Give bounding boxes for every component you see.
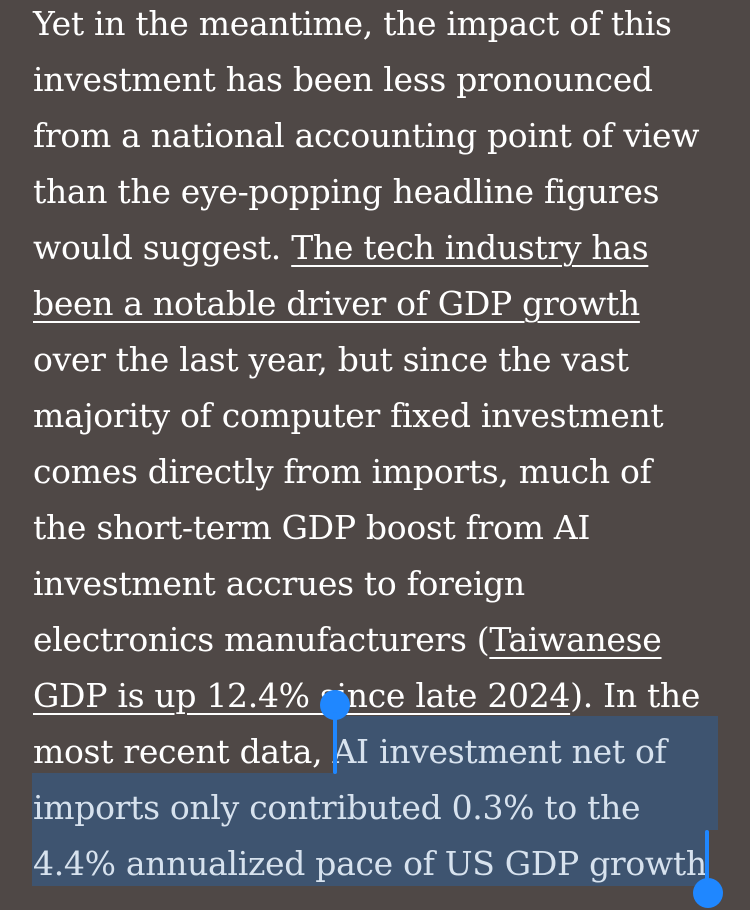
paragraph-line: GDP is up 12.4% since late 2024). In the: [33, 668, 700, 724]
paragraph-line: investment has been less pronounced: [33, 60, 653, 99]
paragraph-text: electronics manufacturers (: [33, 620, 490, 659]
paragraph-line: over the last year, but since the vast: [33, 340, 629, 379]
paragraph-line: investment accrues to foreign: [33, 564, 525, 603]
selection-highlight: [32, 829, 707, 886]
taiwanese-gdp-link[interactable]: GDP is up 12.4% since late 2024: [33, 676, 571, 715]
selection-start-caret[interactable]: [333, 712, 337, 774]
selection-highlight: [335, 716, 718, 774]
paragraph-line: would suggest. The tech industry has: [33, 220, 649, 276]
paragraph-line: comes directly from imports, much of: [33, 452, 652, 491]
paragraph-text: most recent data,: [33, 732, 333, 771]
tech-industry-link[interactable]: The tech industry has: [291, 228, 649, 267]
selection-end-caret[interactable]: [705, 830, 709, 886]
paragraph-line: Yet in the meantime, the impact of this: [33, 4, 672, 43]
paragraph-line: from a national accounting point of view: [33, 116, 700, 155]
selection-end-handle[interactable]: [693, 878, 723, 908]
paragraph-line: than the eye-popping headline figures: [33, 172, 660, 211]
selected-text[interactable]: 4.4% annualized pace of US GDP growth: [33, 844, 707, 883]
taiwanese-gdp-link[interactable]: Taiwanese: [489, 620, 662, 659]
paragraph-line: most recent data, AI investment net of: [33, 724, 667, 780]
paragraph-text: would suggest.: [33, 228, 292, 267]
selection-highlight: [32, 773, 718, 830]
selected-text[interactable]: imports only contributed 0.3% to the: [33, 788, 641, 827]
paragraph-text: ). In the: [570, 676, 701, 715]
paragraph-line: majority of computer fixed investment: [33, 396, 664, 435]
paragraph-line: the short-term GDP boost from AI: [33, 508, 591, 547]
selected-text[interactable]: AI investment net of: [332, 732, 667, 771]
paragraph-line: electronics manufacturers (Taiwanese: [33, 612, 662, 668]
tech-industry-link[interactable]: been a notable driver of GDP growth: [33, 284, 640, 323]
paragraph-line: been a notable driver of GDP growth: [33, 276, 640, 332]
